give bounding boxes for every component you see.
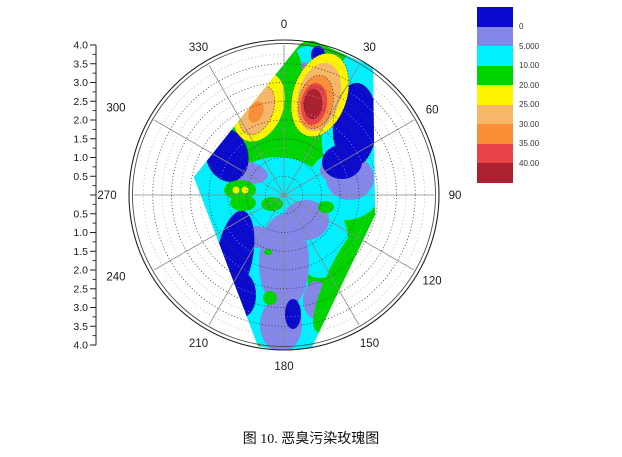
- angle-label: 120: [422, 276, 441, 288]
- radial-tick-label: 3.5: [73, 58, 88, 70]
- spoke-line: [153, 119, 285, 196]
- ring-major: [189, 100, 379, 290]
- legend-band: [477, 163, 513, 183]
- ring-minor: [143, 54, 425, 336]
- ring-major: [246, 157, 322, 233]
- legend-level-label: 30.00: [519, 119, 540, 129]
- radial-tick-label: 4.0: [73, 40, 88, 52]
- radial-tick-label: 1.0: [73, 152, 88, 164]
- spoke-line: [283, 64, 360, 196]
- angle-label: 300: [106, 103, 125, 115]
- legend-level-label: 10.00: [519, 61, 540, 70]
- radial-axis: 4.0 3.5 3.0 2.5 2.0 1.5 1.0 0.5 0.5 1.0 1.5 2.0 2.5 3…: [73, 40, 97, 352]
- legend-level-label: 20.00: [519, 80, 540, 90]
- radial-tick-label: 2.0: [73, 265, 88, 277]
- angle-label: 30: [363, 42, 376, 54]
- spoke-line: [283, 194, 360, 326]
- legend-level-label: 5.000: [519, 41, 540, 51]
- polar-grid-rings: [128, 39, 440, 351]
- ring-major: [152, 63, 416, 327]
- angle-label: 60: [426, 105, 439, 117]
- radial-tick-label: 0.5: [73, 171, 88, 183]
- radial-tick-label: 3.0: [73, 302, 88, 314]
- radial-tick-label: 0.5: [73, 208, 88, 220]
- legend-level-label: 25.00: [519, 100, 540, 109]
- legend-level-label: 40.00: [519, 158, 540, 168]
- radial-tick-label: 2.5: [73, 96, 88, 108]
- radial-tick-label: 1.5: [73, 133, 88, 145]
- legend-level-label: 35.00: [519, 139, 540, 148]
- legend-band: [477, 46, 513, 66]
- radial-tick-label: 1.0: [73, 227, 88, 239]
- legend-band: [477, 124, 513, 144]
- angle-label: 90: [449, 190, 462, 202]
- ring-major: [208, 119, 360, 271]
- outer-border-ring: [132, 43, 436, 347]
- ring-minor: [161, 72, 407, 318]
- legend-band: [477, 26, 513, 46]
- angle-label: 0: [281, 19, 287, 31]
- radial-tick-label: 3.0: [73, 77, 88, 89]
- angle-label: 270: [97, 190, 116, 202]
- ring-minor: [236, 147, 332, 243]
- radial-tick-label: 4.0: [73, 340, 88, 352]
- angle-label: 150: [360, 338, 379, 350]
- ring-major: [227, 138, 341, 252]
- angle-label: 180: [274, 361, 293, 373]
- angle-label: 240: [106, 272, 125, 284]
- radial-tick-label: 3.5: [73, 321, 88, 333]
- legend-band: [477, 7, 513, 27]
- legend-level-label: 0: [519, 22, 524, 31]
- radial-tick-label: 2.5: [73, 283, 88, 295]
- angle-label: 330: [189, 42, 208, 54]
- ring-major: [264, 175, 304, 215]
- angle-label: 210: [189, 338, 208, 350]
- legend-band: [477, 85, 513, 105]
- ring-major: [171, 82, 397, 308]
- ring-minor: [255, 166, 313, 224]
- radial-tick-label: 1.5: [73, 246, 88, 258]
- legend-band: [477, 65, 513, 85]
- outer-border-ring: [128, 39, 440, 351]
- color-scale-legend: 0 5.000 10.00 20.00 25.00 30.00 35.00 40.00: [477, 7, 567, 187]
- polar-grid-spokes: [134, 45, 434, 345]
- angle-tick-labels: 0 30 60 90 120 150 180 210 240 270 300 330: [97, 19, 461, 373]
- legend-band: [477, 104, 513, 124]
- ring-minor: [199, 110, 369, 280]
- ring-minor: [274, 185, 294, 205]
- legend-band: [477, 143, 513, 163]
- ring-minor: [180, 91, 388, 299]
- figure-caption: 图 10. 恶臭污染玫瑰图: [242, 432, 380, 447]
- spoke-line: [283, 119, 415, 196]
- ring-minor: [218, 129, 350, 261]
- radial-tick-label: 2.0: [73, 115, 88, 127]
